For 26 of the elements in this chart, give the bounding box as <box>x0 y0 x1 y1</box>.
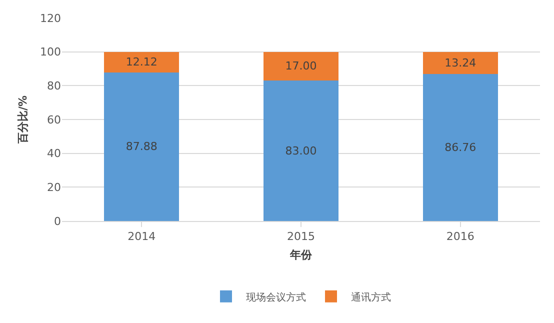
legend-label: 现场会议方式 <box>246 291 306 304</box>
data-label: 12.12 <box>126 56 158 69</box>
y-tick-label: 60 <box>47 113 61 126</box>
data-label: 13.24 <box>444 56 476 70</box>
bar <box>264 52 338 81</box>
y-axis-title: 百分比/% <box>16 95 30 145</box>
x-tick-label: 2014 <box>128 230 156 244</box>
y-tick-label: 20 <box>47 181 61 194</box>
bar <box>104 72 180 221</box>
y-tick-label: 120 <box>40 12 61 25</box>
x-tick-label: 2016 <box>446 230 474 244</box>
data-label: 86.76 <box>444 141 476 154</box>
data-label: 87.88 <box>126 140 158 154</box>
bar <box>422 74 498 221</box>
x-tick-label: 2015 <box>287 230 315 244</box>
y-tick-label: 80 <box>47 80 61 93</box>
y-tick-label: 100 <box>40 46 61 59</box>
bar <box>422 52 498 74</box>
y-tick-label: 40 <box>47 147 61 160</box>
legend-label: 通讯方式 <box>351 291 391 304</box>
data-label: 17.00 <box>285 60 317 73</box>
x-axis-title: 年份 <box>289 248 313 262</box>
bar <box>264 80 338 221</box>
bar <box>104 52 180 72</box>
y-tick-label: 0 <box>54 214 61 228</box>
data-label: 83.00 <box>285 144 317 158</box>
